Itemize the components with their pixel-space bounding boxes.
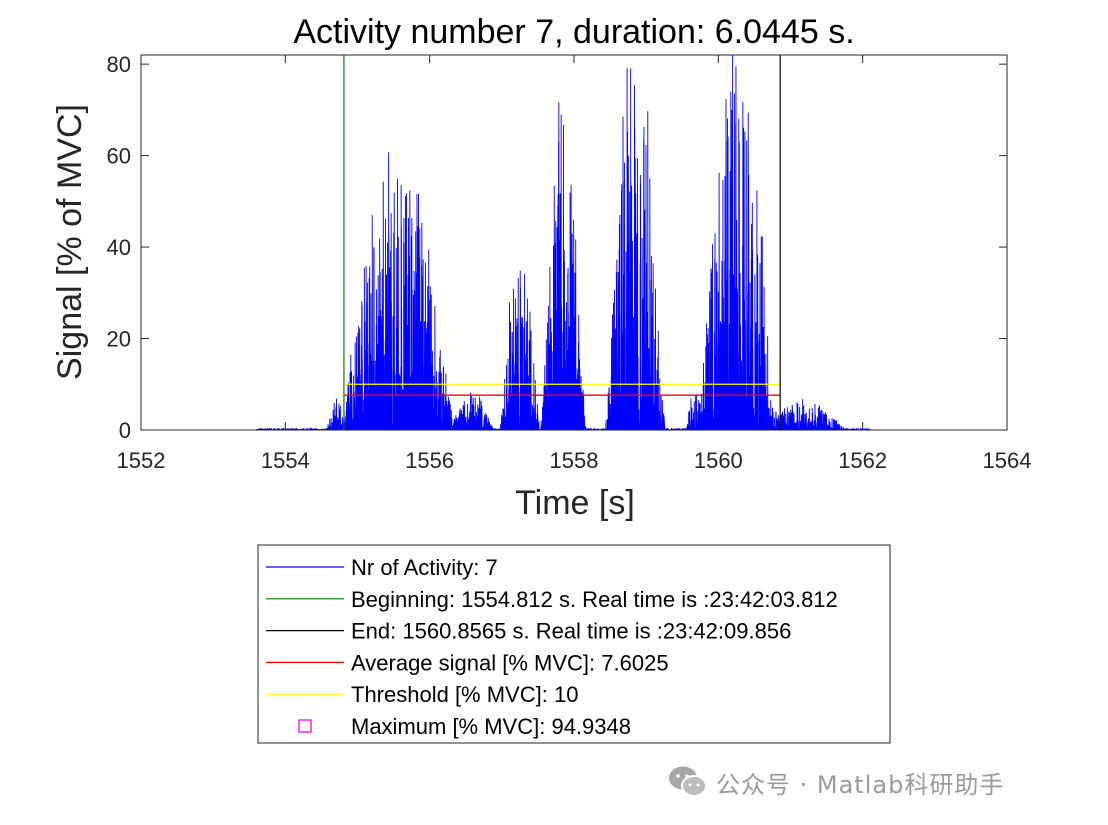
- legend-label: Beginning: 1554.812 s. Real time is :23:…: [351, 587, 838, 612]
- legend-label: Maximum [% MVC]: 94.9348: [351, 714, 631, 739]
- legend-box: [257, 544, 891, 744]
- legend-label: Threshold [% MVC]: 10: [351, 682, 578, 707]
- x-axis-label: Time [s]: [515, 484, 635, 522]
- watermark: 公众号 · Matlab科研助手: [668, 762, 1004, 802]
- legend-marker-maximum: [298, 719, 312, 733]
- y-tick-label: 0: [119, 418, 131, 443]
- legend-label: End: 1560.8565 s. Real time is :23:42:09…: [351, 619, 791, 644]
- x-tick-label: 1562: [838, 448, 887, 473]
- legend-label: Average signal [% MVC]: 7.6025: [351, 650, 669, 675]
- y-tick-label: 40: [107, 235, 131, 260]
- wechat-icon: [669, 766, 707, 797]
- watermark-text: 公众号 · Matlab科研助手: [716, 770, 1005, 799]
- plot-area: 1552 1554 1556 1558 1560 1562 1564 0 20 40 60 80: [107, 52, 1032, 473]
- x-tick-label: 1560: [694, 448, 743, 473]
- y-tick-label: 20: [107, 327, 131, 352]
- series-group: [256, 55, 871, 430]
- x-tick-label: 1556: [405, 448, 454, 473]
- chart-title: Activity number 7, duration: 6.0445 s.: [293, 13, 854, 51]
- x-tick-label: 1552: [117, 448, 166, 473]
- y-tick-label: 80: [107, 52, 131, 77]
- legend: Nr of Activity: 7 Beginning: 1554.812 s. …: [257, 544, 891, 744]
- series-signal-line: [256, 55, 871, 430]
- x-tick-label: 1564: [983, 448, 1032, 473]
- x-tick-label: 1554: [261, 448, 310, 473]
- x-tick-label: 1558: [550, 448, 599, 473]
- y-axis-label: Signal [% of MVC]: [51, 104, 89, 380]
- legend-label: Nr of Activity: 7: [351, 555, 498, 580]
- y-tick-label: 60: [107, 144, 131, 169]
